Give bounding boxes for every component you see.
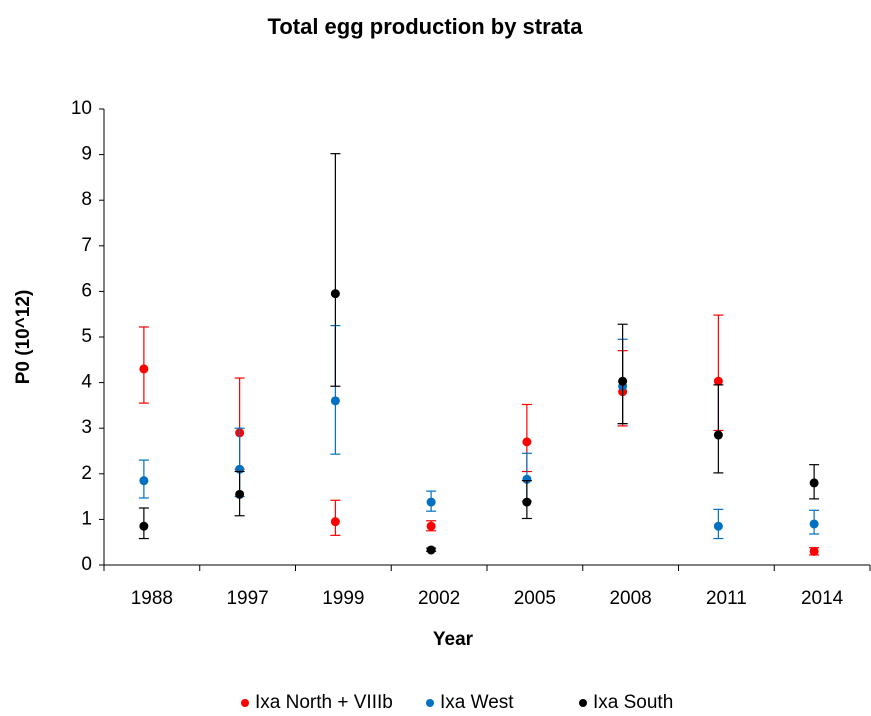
point (809, 546, 819, 556)
point (330, 517, 340, 527)
point (618, 376, 628, 386)
point (139, 364, 149, 374)
legend-label: Ixa South (593, 692, 673, 713)
y-tick-label: 6 (81, 280, 92, 301)
y-tick-label: 5 (81, 326, 92, 347)
x-tick-label: 2014 (801, 588, 844, 609)
x-tick-label: 1997 (226, 588, 268, 609)
point (713, 521, 723, 531)
chart-title: Total egg production by strata (268, 14, 584, 39)
point (139, 521, 149, 531)
point (330, 396, 340, 406)
x-tick-label: 2011 (706, 588, 747, 609)
point (522, 497, 532, 507)
legend-label: Ixa West (440, 692, 514, 713)
y-tick-label: 1 (81, 508, 92, 529)
legend-label: Ixa North + VIIIb (255, 692, 393, 713)
point (139, 476, 149, 486)
x-axis-title: Year (433, 629, 474, 650)
point (713, 376, 723, 386)
point (426, 545, 436, 555)
y-tick-label: 7 (81, 235, 92, 256)
y-tick-label: 10 (71, 98, 92, 119)
y-tick-label: 3 (81, 417, 92, 438)
legend-marker (426, 699, 434, 707)
x-tick-label: 1988 (131, 588, 173, 609)
x-tick-label: 2008 (609, 588, 651, 609)
y-axis-title: P0 (10^12) (13, 290, 34, 385)
point (713, 430, 723, 440)
point (235, 489, 245, 499)
point (809, 519, 819, 529)
point (330, 289, 340, 299)
y-tick-label: 4 (81, 372, 92, 393)
x-tick-label: 2005 (514, 588, 556, 609)
point (522, 437, 532, 447)
y-tick-label: 9 (81, 144, 92, 165)
x-tick-label: 2002 (418, 588, 460, 609)
y-tick-label: 8 (81, 189, 92, 210)
point (426, 497, 436, 507)
point (522, 474, 532, 484)
point (426, 521, 436, 531)
y-tick-label: 0 (81, 554, 92, 575)
y-tick-label: 2 (81, 463, 92, 484)
legend-marker (579, 699, 587, 707)
point (809, 478, 819, 488)
x-tick-label: 1999 (322, 588, 364, 609)
legend-marker (241, 699, 249, 707)
